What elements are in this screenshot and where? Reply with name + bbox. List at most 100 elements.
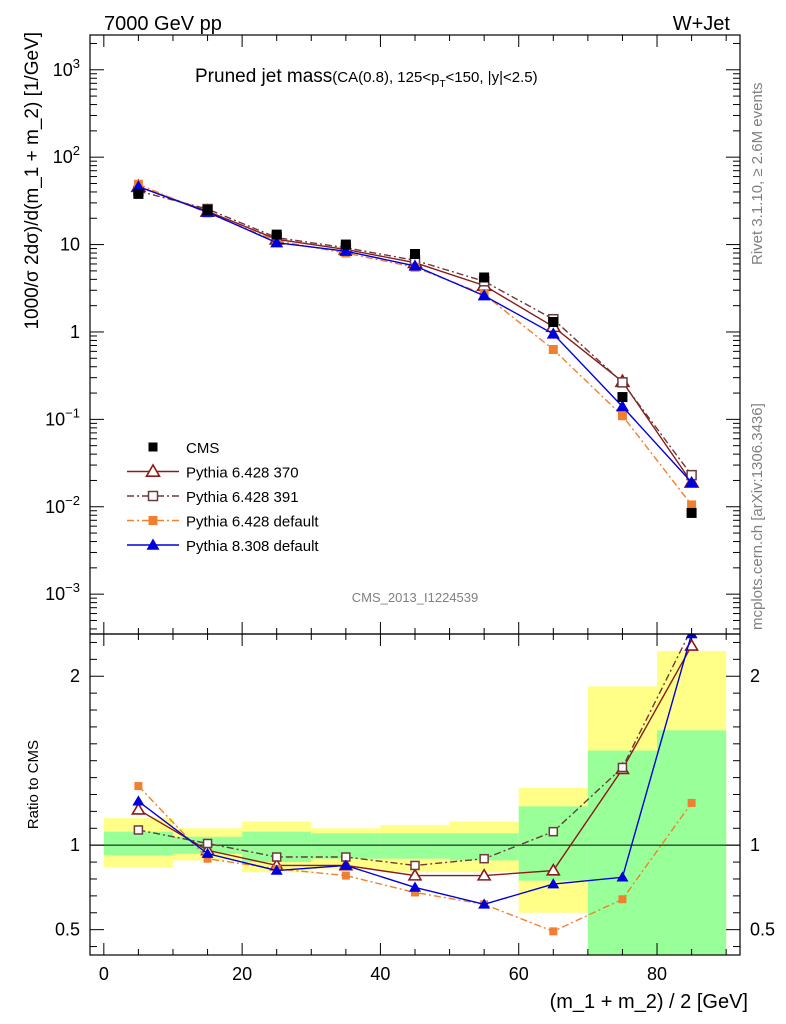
ratio-point bbox=[411, 888, 419, 897]
plot-title-sub-tail: <150, |y|<2.5) bbox=[446, 69, 538, 86]
ratio-y-tick-label: 1 bbox=[70, 835, 80, 855]
axes: 0 20 40 60 80 10−3 10−2 10−1 1 10 102 103 0.5 0.5 1 1 2 2 bbox=[45, 34, 775, 984]
main-y-axis-title: 1000/σ 2dσ)/d(m_1 + m_2) [1/GeV] bbox=[22, 32, 43, 330]
main-y-tick-label: 10−1 bbox=[45, 405, 80, 429]
main-y-tick-label: 103 bbox=[53, 56, 80, 80]
legend-entry-1: Pythia 6.428 370 bbox=[127, 463, 299, 482]
ratio-y-tick-label: 2 bbox=[70, 666, 80, 686]
legend-label: Pythia 8.308 default bbox=[186, 538, 319, 555]
legend-label: CMS bbox=[186, 440, 219, 457]
legend-entry-0: CMS bbox=[148, 440, 219, 457]
x-tick-label: 20 bbox=[232, 964, 252, 984]
legend-label: Pythia 6.428 370 bbox=[186, 465, 299, 482]
ratio-y-tick-label-right: 1 bbox=[750, 835, 760, 855]
energy-label: 7000 GeV pp bbox=[104, 13, 222, 35]
legend-label: Pythia 6.428 391 bbox=[186, 489, 299, 506]
main-point bbox=[546, 327, 560, 339]
x-tick-label: 60 bbox=[509, 964, 529, 984]
cms-point bbox=[686, 507, 697, 518]
main-point bbox=[131, 180, 145, 192]
ratio-band-green bbox=[587, 750, 658, 955]
main-point bbox=[687, 500, 697, 510]
cms-point bbox=[133, 188, 144, 199]
main-line bbox=[138, 190, 693, 476]
main-y-tick-label: 102 bbox=[53, 143, 80, 167]
main-y-tick-label: 10 bbox=[60, 235, 80, 255]
plot-title-sub: (CA(0.8), 125<p bbox=[332, 69, 439, 86]
x-tick-label: 80 bbox=[647, 964, 667, 984]
legend-label: Pythia 6.428 default bbox=[186, 514, 319, 531]
main-y-tick-label: 10−3 bbox=[45, 580, 80, 604]
cms-point bbox=[479, 272, 490, 283]
main-y-tick-label: 1 bbox=[70, 322, 80, 342]
cms-point bbox=[271, 229, 282, 240]
ratio-y-tick-label-right: 2 bbox=[750, 666, 760, 686]
ratio-point bbox=[616, 871, 629, 882]
main-point bbox=[270, 236, 284, 248]
cms-point bbox=[202, 204, 213, 215]
ratio-y-tick-label: 0.5 bbox=[55, 920, 80, 940]
ratio-point bbox=[339, 859, 352, 870]
legend-entry-3: Pythia 6.428 default bbox=[127, 514, 319, 531]
ratio-line bbox=[138, 634, 690, 867]
plot-title: Pruned jet mass(CA(0.8), 125<pT<150, |y|… bbox=[195, 66, 538, 90]
main-y-tick-label: 10−2 bbox=[45, 493, 80, 517]
main-series-3 bbox=[131, 180, 699, 488]
ratio-point bbox=[201, 847, 214, 858]
legend-marker bbox=[146, 538, 160, 550]
rivet-label: Rivet 3.1.10, ≥ 2.6M events bbox=[749, 83, 766, 266]
ratio-series-3 bbox=[132, 634, 698, 909]
main-series-2 bbox=[133, 179, 697, 510]
ratio-panel bbox=[90, 634, 740, 955]
ratio-point bbox=[131, 802, 146, 815]
main-point bbox=[615, 400, 629, 412]
main-point bbox=[548, 345, 558, 355]
cms-point bbox=[410, 249, 420, 260]
x-tick-label: 0 bbox=[99, 964, 109, 984]
ratio-y-axis-title: Ratio to CMS bbox=[25, 740, 42, 829]
main-point bbox=[617, 411, 627, 421]
ratio-band-green bbox=[103, 831, 173, 856]
main-point bbox=[685, 475, 699, 488]
ratio-point bbox=[407, 868, 423, 881]
ratio-point bbox=[203, 854, 212, 863]
ratio-point bbox=[409, 881, 421, 892]
analysis-id: CMS_2013_I1224539 bbox=[352, 590, 479, 605]
legend-marker bbox=[148, 442, 158, 452]
x-tick-label: 40 bbox=[370, 964, 390, 984]
legend-entry-2: Pythia 6.428 391 bbox=[127, 489, 299, 506]
legend-marker bbox=[145, 463, 161, 478]
ratio-point bbox=[479, 853, 489, 864]
legend-marker bbox=[147, 490, 159, 502]
ratio-point bbox=[410, 860, 420, 871]
main-point bbox=[339, 244, 353, 256]
ratio-point bbox=[478, 898, 491, 909]
ratio-point bbox=[618, 895, 627, 904]
ratio-point bbox=[271, 852, 282, 862]
plot-title-sub-T: T bbox=[439, 79, 445, 90]
ratio-point bbox=[202, 838, 213, 849]
main-panel bbox=[130, 178, 700, 518]
legend-entry-4: Pythia 8.308 default bbox=[127, 538, 319, 555]
ratio-point bbox=[270, 864, 283, 875]
ratio-point bbox=[549, 927, 558, 936]
cms-point bbox=[617, 392, 628, 403]
ratio-point bbox=[132, 795, 145, 806]
ratio-y-tick-label-right: 0.5 bbox=[750, 920, 775, 940]
ratio-point bbox=[545, 863, 561, 876]
main-point bbox=[477, 289, 491, 301]
x-axis-title: (m_1 + m_2) / 2 [GeV] bbox=[550, 991, 748, 1013]
ratio-point bbox=[341, 871, 350, 880]
ratio-band-green bbox=[380, 833, 450, 859]
main-line bbox=[138, 183, 693, 506]
ratio-point bbox=[548, 826, 559, 837]
mcplots-label: mcplots.cern.ch [arXiv:1306.3436] bbox=[749, 403, 766, 630]
main-line bbox=[138, 185, 693, 483]
ratio-point bbox=[133, 825, 144, 835]
plot-title-main: Pruned jet mass bbox=[195, 66, 332, 87]
ratio-point bbox=[134, 782, 143, 791]
main-point bbox=[408, 259, 422, 271]
ratio-point bbox=[547, 878, 560, 889]
legend-marker bbox=[148, 516, 158, 525]
